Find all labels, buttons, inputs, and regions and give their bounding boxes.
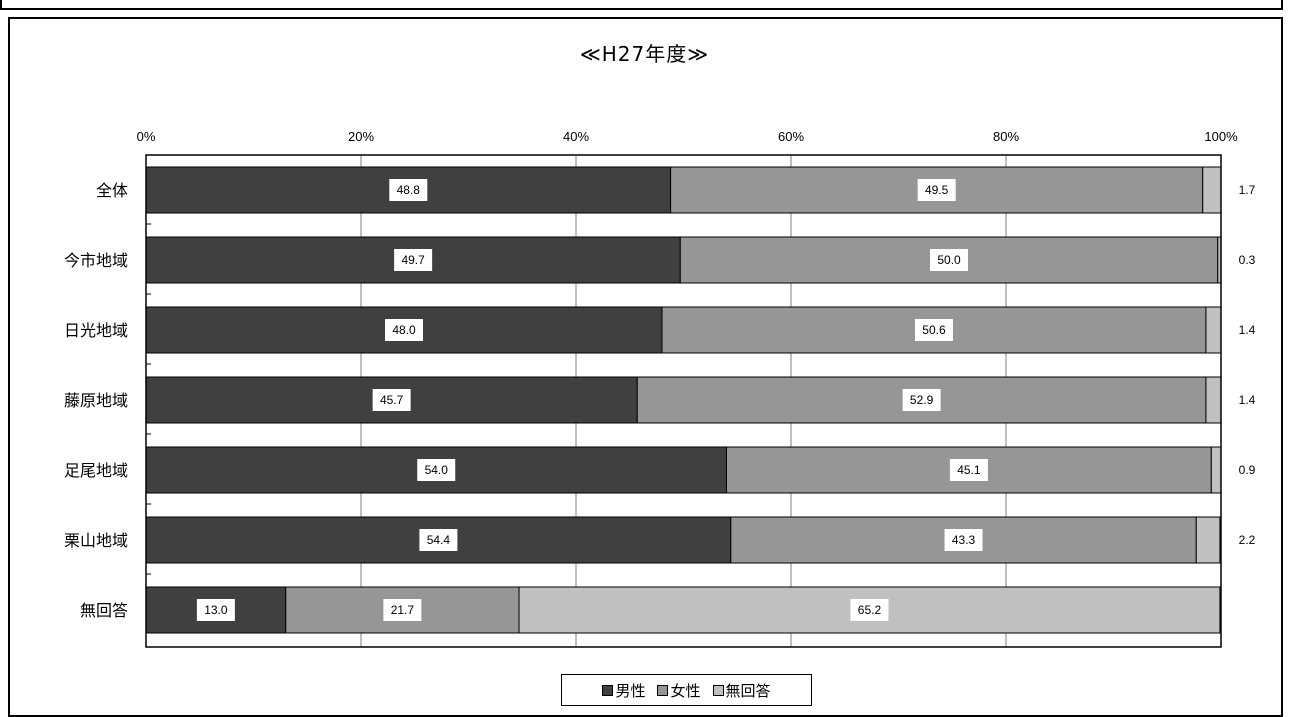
legend-item-female: 女性: [657, 680, 701, 701]
category-label: 無回答: [80, 601, 128, 620]
category-label: 日光地域: [64, 321, 128, 340]
bar-segment: [1195, 516, 1221, 564]
legend-label-female: 女性: [670, 681, 701, 700]
data-label: 50.0: [937, 253, 961, 267]
data-label: 65.2: [858, 603, 882, 617]
legend-label-no-answer: 無回答: [725, 681, 771, 700]
data-label: 48.8: [397, 183, 421, 197]
data-label: 54.0: [425, 463, 449, 477]
data-label-box: [949, 459, 988, 481]
data-label: 13.0: [204, 603, 228, 617]
data-label: 2.2: [1239, 533, 1256, 547]
data-label: 1.4: [1239, 323, 1256, 337]
plot-border: [145, 154, 1222, 648]
data-label: 54.4: [427, 533, 451, 547]
legend-item-male: 男性: [602, 680, 645, 701]
x-tick-label: 20%: [348, 129, 374, 144]
category-label: 藤原地域: [64, 391, 128, 410]
bar-segment: [1205, 306, 1222, 354]
top-border-strip: [0, 0, 1283, 10]
data-label-box: [914, 319, 953, 341]
legend-swatch-male: [602, 684, 614, 696]
data-label: 52.9: [910, 393, 934, 407]
legend-swatch-no-answer: [712, 684, 724, 696]
data-label: 0.3: [1239, 253, 1256, 267]
data-label: 50.6: [922, 323, 946, 337]
data-label: 45.1: [957, 463, 981, 477]
data-label-box: [850, 599, 889, 621]
x-tick-label: 100%: [1204, 129, 1238, 144]
bar-segment: [1202, 166, 1222, 214]
data-label: 1.4: [1239, 393, 1256, 407]
data-label-box: [930, 249, 969, 271]
data-label: 49.5: [925, 183, 949, 197]
x-tick-label: 80%: [993, 129, 1019, 144]
bar-segment: [145, 236, 681, 284]
data-label: 0.9: [1239, 463, 1256, 477]
data-label-box: [944, 529, 983, 551]
data-label-box: [389, 179, 428, 201]
legend-swatch-female: [657, 684, 669, 696]
category-label: 栗山地域: [64, 531, 128, 550]
category-label: 今市地域: [64, 251, 128, 270]
data-label: 49.7: [401, 253, 425, 267]
data-label-box: [196, 599, 235, 621]
data-label-box: [902, 389, 941, 411]
data-label-box: [419, 529, 458, 551]
x-tick-label: 40%: [563, 129, 589, 144]
legend-label-male: 男性: [615, 681, 646, 700]
data-label: 48.0: [392, 323, 416, 337]
data-label: 45.7: [380, 393, 404, 407]
x-tick-label: 0%: [137, 129, 156, 144]
legend-item-no-answer: 無回答: [712, 680, 771, 701]
legend: 男性 女性 無回答: [561, 674, 812, 706]
data-label-box: [372, 389, 411, 411]
data-label-box: [385, 319, 423, 341]
chart-title: ≪H27年度≫: [579, 42, 710, 66]
category-label: 全体: [96, 181, 128, 200]
data-label-box: [417, 459, 456, 481]
bar-segment: [1205, 376, 1222, 424]
x-tick-label: 60%: [778, 129, 804, 144]
data-label: 21.7: [391, 603, 415, 617]
category-label: 足尾地域: [64, 461, 128, 480]
data-label: 43.3: [952, 533, 976, 547]
bar-segment: [1210, 446, 1222, 494]
data-label-box: [394, 249, 433, 271]
data-label-box: [917, 179, 956, 201]
data-label: 1.7: [1239, 183, 1256, 197]
data-label-box: [383, 599, 422, 621]
